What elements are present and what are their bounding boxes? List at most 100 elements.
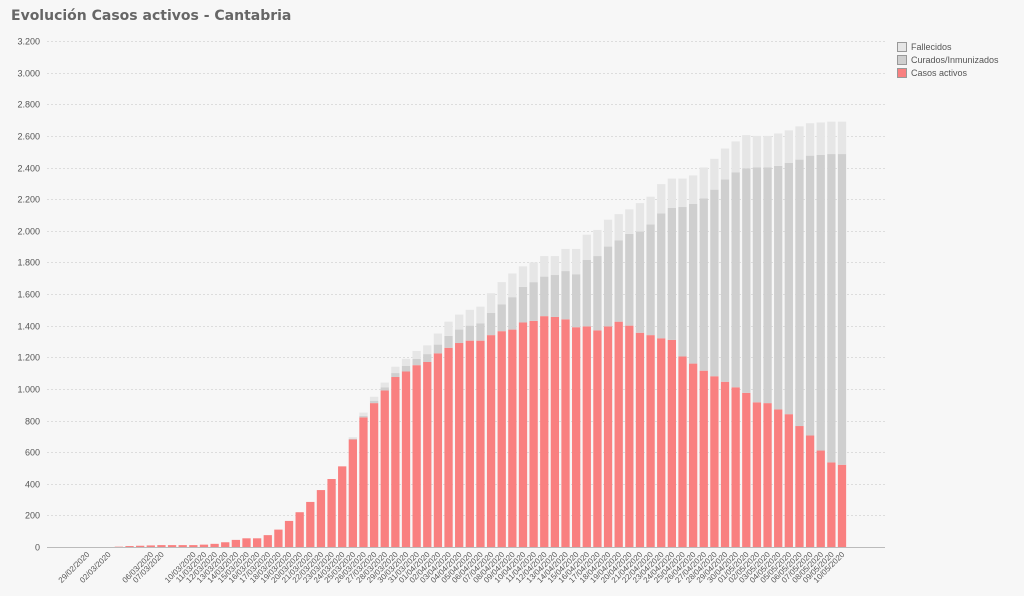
bar-activos[interactable]	[295, 512, 304, 547]
bar-activos[interactable]	[423, 361, 432, 547]
bar-activos[interactable]	[784, 414, 793, 547]
bar-fallecidos[interactable]	[603, 219, 613, 247]
bar-activos[interactable]	[710, 376, 719, 547]
bar-activos[interactable]	[774, 409, 783, 547]
bar-curados[interactable]	[827, 154, 836, 463]
bar-fallecidos[interactable]	[540, 256, 549, 277]
bar-curados[interactable]	[486, 312, 496, 336]
bar-curados[interactable]	[731, 172, 740, 388]
bar-curados[interactable]	[688, 203, 698, 364]
bar-activos[interactable]	[380, 390, 389, 547]
bar-activos[interactable]	[497, 331, 506, 547]
bar-activos[interactable]	[508, 329, 517, 547]
bar-fallecidos[interactable]	[752, 135, 762, 168]
bar-activos[interactable]	[837, 464, 847, 547]
bar-curados[interactable]	[529, 282, 538, 321]
bar-curados[interactable]	[593, 256, 602, 331]
bar-curados[interactable]	[710, 189, 719, 377]
bar-activos[interactable]	[816, 450, 825, 547]
bar-fallecidos[interactable]	[465, 309, 474, 326]
bar-activos[interactable]	[678, 356, 687, 547]
bar-fallecidos[interactable]	[401, 358, 411, 366]
bar-activos[interactable]	[688, 363, 698, 547]
bar-activos[interactable]	[327, 479, 336, 547]
legend-item-fallecidos[interactable]: Fallecidos	[897, 40, 999, 53]
bar-activos[interactable]	[742, 392, 751, 547]
bar-curados[interactable]	[774, 165, 783, 410]
bar-activos[interactable]	[603, 326, 613, 547]
bar-activos[interactable]	[646, 335, 655, 547]
bar-curados[interactable]	[805, 155, 815, 436]
bar-activos[interactable]	[444, 347, 453, 547]
bar-activos[interactable]	[805, 435, 815, 547]
bar-curados[interactable]	[476, 323, 485, 341]
bar-curados[interactable]	[784, 162, 793, 415]
bar-fallecidos[interactable]	[518, 266, 528, 287]
bar-fallecidos[interactable]	[412, 350, 421, 359]
bar-curados[interactable]	[561, 271, 570, 320]
bar-fallecidos[interactable]	[625, 209, 634, 234]
bar-fallecidos[interactable]	[731, 141, 740, 173]
bar-fallecidos[interactable]	[497, 282, 506, 305]
bar-activos[interactable]	[178, 545, 187, 547]
bar-activos[interactable]	[465, 340, 474, 547]
legend-item-activos[interactable]: Casos activos	[897, 66, 999, 79]
bar-curados[interactable]	[752, 167, 762, 403]
bar-fallecidos[interactable]	[359, 412, 368, 416]
bar-activos[interactable]	[316, 490, 326, 547]
bar-curados[interactable]	[646, 224, 655, 336]
bar-activos[interactable]	[412, 365, 421, 547]
bar-curados[interactable]	[603, 246, 613, 327]
bar-curados[interactable]	[444, 335, 453, 348]
bar-curados[interactable]	[635, 231, 645, 333]
bar-fallecidos[interactable]	[561, 248, 570, 272]
bar-fallecidos[interactable]	[508, 273, 517, 298]
bar-fallecidos[interactable]	[763, 135, 772, 168]
bar-curados[interactable]	[625, 233, 634, 326]
bar-curados[interactable]	[455, 329, 464, 344]
bar-fallecidos[interactable]	[827, 121, 836, 155]
bar-fallecidos[interactable]	[455, 314, 464, 330]
bar-activos[interactable]	[593, 330, 602, 547]
bar-fallecidos[interactable]	[572, 248, 581, 275]
bar-fallecidos[interactable]	[529, 262, 538, 283]
bar-activos[interactable]	[720, 381, 730, 547]
bar-activos[interactable]	[550, 316, 560, 547]
bar-activos[interactable]	[231, 539, 241, 547]
bar-activos[interactable]	[827, 462, 836, 547]
bar-activos[interactable]	[795, 426, 804, 547]
bar-fallecidos[interactable]	[348, 437, 357, 439]
bar-activos[interactable]	[242, 538, 251, 547]
bar-activos[interactable]	[657, 338, 666, 547]
bar-curados[interactable]	[540, 276, 549, 317]
bar-fallecidos[interactable]	[688, 175, 698, 204]
bar-fallecidos[interactable]	[720, 148, 730, 180]
bar-activos[interactable]	[635, 332, 645, 547]
bar-activos[interactable]	[529, 320, 538, 547]
bar-curados[interactable]	[720, 179, 730, 382]
bar-activos[interactable]	[455, 343, 464, 547]
bar-activos[interactable]	[146, 545, 155, 547]
bar-activos[interactable]	[359, 417, 368, 547]
bar-activos[interactable]	[369, 403, 379, 547]
bar-fallecidos[interactable]	[423, 345, 432, 355]
bar-activos[interactable]	[401, 371, 411, 547]
bar-fallecidos[interactable]	[805, 123, 815, 156]
bar-curados[interactable]	[582, 260, 591, 327]
bar-fallecidos[interactable]	[369, 396, 379, 401]
bar-activos[interactable]	[625, 325, 634, 548]
bar-activos[interactable]	[274, 529, 283, 547]
bar-activos[interactable]	[391, 377, 400, 547]
bar-curados[interactable]	[742, 168, 751, 393]
bar-curados[interactable]	[795, 159, 804, 427]
bar-curados[interactable]	[816, 154, 825, 451]
bar-activos[interactable]	[136, 545, 145, 547]
bar-activos[interactable]	[699, 370, 708, 547]
bar-curados[interactable]	[401, 365, 411, 372]
bar-curados[interactable]	[837, 154, 847, 465]
bar-activos[interactable]	[433, 353, 443, 547]
bar-fallecidos[interactable]	[582, 234, 591, 260]
bar-fallecidos[interactable]	[476, 306, 485, 324]
bar-fallecidos[interactable]	[444, 321, 453, 336]
bar-curados[interactable]	[348, 438, 357, 440]
